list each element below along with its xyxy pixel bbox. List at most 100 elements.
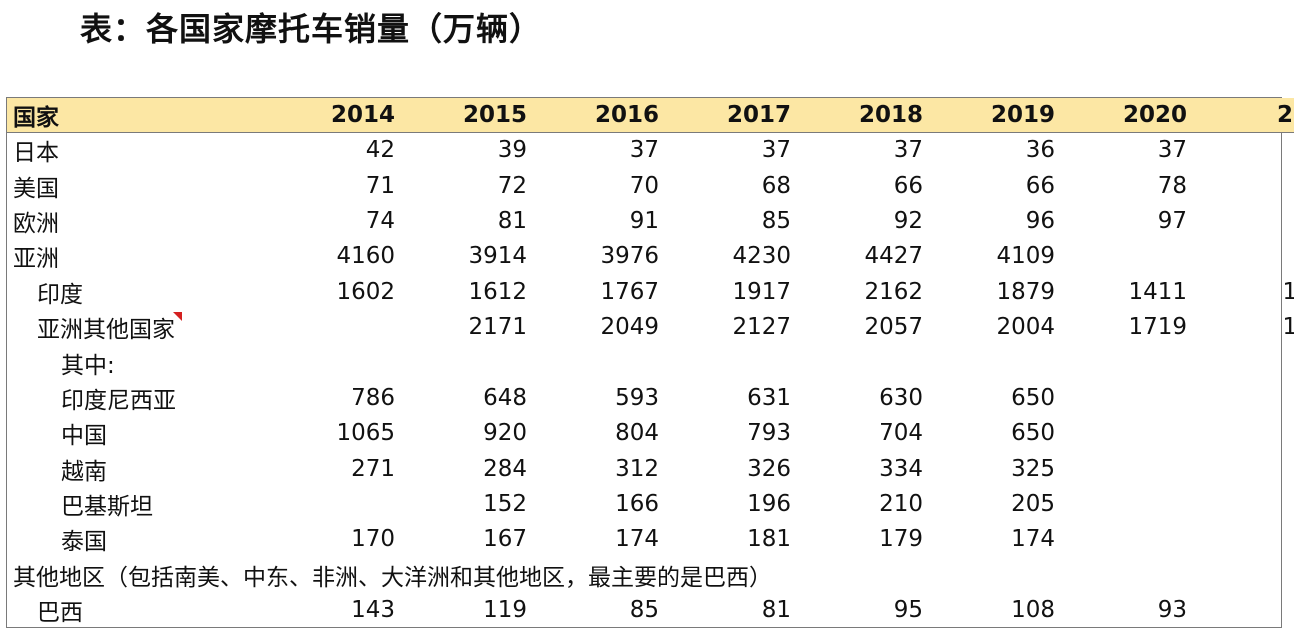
- value-cell: 96: [1025, 207, 1055, 234]
- row-label-text: 巴西: [37, 600, 83, 627]
- value-cell: 108: [1193, 203, 1294, 238]
- row-label: 欧洲: [7, 203, 269, 238]
- header-year-2015: 2015: [401, 98, 533, 133]
- value-cell: 66: [1025, 172, 1055, 199]
- value-cell: 196: [747, 491, 791, 518]
- value-cell: 4427: [864, 243, 923, 270]
- value-cell: 97: [1157, 207, 1187, 234]
- row-label: 中国: [7, 416, 269, 451]
- value-cell: 271: [351, 455, 395, 482]
- value-cell: [1193, 239, 1294, 274]
- table-row: 越南 271 284 312 326 334 325: [7, 451, 1294, 486]
- table-row: 亚洲 4160 3914 3976 4230 4427 4109: [7, 239, 1294, 274]
- row-label: 泰国: [7, 522, 269, 557]
- table-row: 其中:: [7, 345, 1294, 380]
- row-label: 其中:: [7, 345, 269, 380]
- header-year-2014: 2014: [269, 98, 401, 133]
- table-row: 泰国 170 167 174 181 179 174: [7, 522, 1294, 557]
- value-cell: 37: [629, 137, 659, 164]
- comment-marker-icon[interactable]: [173, 312, 182, 322]
- value-cell: 312: [615, 455, 659, 482]
- value-cell: 2162: [864, 278, 923, 305]
- row-label-text: 印度: [37, 281, 83, 308]
- value-cell: [269, 486, 401, 521]
- table-row: 欧洲 74 81 91 85 92 96 97108: [7, 203, 1294, 238]
- value-cell: 152: [483, 491, 527, 518]
- value-cell: 650: [1011, 384, 1055, 411]
- value-cell: 704: [879, 420, 923, 447]
- value-cell: 326: [747, 455, 791, 482]
- row-label: 印度尼西亚: [7, 380, 269, 415]
- value-cell: [401, 345, 533, 380]
- header-row: 国家 2014 2015 2016 2017 2018 2019 2020 20…: [7, 98, 1294, 133]
- value-cell: [1193, 416, 1294, 451]
- value-cell: 68: [761, 172, 791, 199]
- header-year-2019: 2019: [929, 98, 1061, 133]
- row-label: 印度: [7, 274, 269, 309]
- value-cell: 1445: [1282, 278, 1294, 305]
- value-cell: 93: [1157, 597, 1187, 624]
- value-cell: [269, 309, 401, 344]
- value-cell: 114: [1193, 593, 1294, 628]
- row-label-text: 亚洲其他国家: [37, 317, 175, 344]
- row-label-text: 印度尼西亚: [61, 387, 176, 414]
- value-cell: [1061, 416, 1193, 451]
- header-year-2021: 2021: [1193, 98, 1294, 133]
- table-row: 巴西 143 119 85 81 95 108 93114: [7, 593, 1294, 628]
- value-cell: 42: [1193, 133, 1294, 168]
- value-cell: [1061, 345, 1193, 380]
- value-cell: 1065: [336, 420, 395, 447]
- header-year-2020: 2020: [1061, 98, 1193, 133]
- table-row: 印度 1602 1612 1767 1917 2162 1879 1411 1445: [7, 274, 1294, 309]
- value-cell: 81: [761, 597, 791, 624]
- table-title: 表：各国家摩托车销量（万辆）: [80, 10, 543, 48]
- value-cell: [269, 345, 401, 380]
- value-cell: 179: [879, 526, 923, 553]
- value-cell: 39: [497, 137, 527, 164]
- value-cell: 2057: [864, 314, 923, 341]
- value-cell: 1602: [336, 278, 395, 305]
- value-cell: 1719: [1128, 314, 1187, 341]
- value-cell: 91: [629, 207, 659, 234]
- value-cell: 36: [1025, 137, 1055, 164]
- value-cell: 4109: [996, 243, 1055, 270]
- value-cell: 143: [351, 597, 395, 624]
- value-cell: [1061, 451, 1193, 486]
- value-cell: 174: [615, 526, 659, 553]
- value-cell: 1917: [732, 278, 791, 305]
- table-row: 中国 1065 920 804 793 704 650: [7, 416, 1294, 451]
- header-year-2016: 2016: [533, 98, 665, 133]
- table-row: 亚洲其他国家 2171 2049 2127 2057 2004 1719 1989: [7, 309, 1294, 344]
- value-cell: 786: [351, 384, 395, 411]
- value-cell: 37: [761, 137, 791, 164]
- motorcycle-sales-table: 国家 2014 2015 2016 2017 2018 2019 2020 20…: [7, 98, 1294, 628]
- value-cell: 920: [483, 420, 527, 447]
- value-cell: 1612: [468, 278, 527, 305]
- value-cell: 1989: [1282, 314, 1294, 341]
- table-row: 巴基斯坦 152 166 196 210 205: [7, 486, 1294, 521]
- value-cell: 167: [483, 526, 527, 553]
- value-cell: 74: [365, 207, 395, 234]
- value-cell: 78: [1193, 168, 1294, 203]
- value-cell: 4230: [732, 243, 791, 270]
- value-cell: [1061, 380, 1193, 415]
- value-cell: 648: [483, 384, 527, 411]
- table-row: 美国 71 72 70 68 66 66 7878: [7, 168, 1294, 203]
- row-label-text: 日本: [13, 140, 59, 167]
- value-cell: 284: [483, 455, 527, 482]
- row-label-text: 中国: [61, 423, 107, 450]
- header-year-2018: 2018: [797, 98, 929, 133]
- row-label: 亚洲: [7, 239, 269, 274]
- value-cell: [1061, 486, 1193, 521]
- value-cell: [1193, 486, 1294, 521]
- table-row: 其他地区（包括南美、中东、非洲、大洋洲和其他地区，最主要的是巴西）: [7, 557, 1294, 592]
- value-cell: 2171: [468, 314, 527, 341]
- value-cell: 166: [615, 491, 659, 518]
- row-label: 巴西: [7, 593, 269, 628]
- value-cell: 37: [893, 137, 923, 164]
- row-label-text: 越南: [61, 458, 107, 485]
- header-country: 国家: [7, 98, 269, 133]
- value-cell: 631: [747, 384, 791, 411]
- value-cell: [533, 345, 665, 380]
- value-cell: 205: [1011, 491, 1055, 518]
